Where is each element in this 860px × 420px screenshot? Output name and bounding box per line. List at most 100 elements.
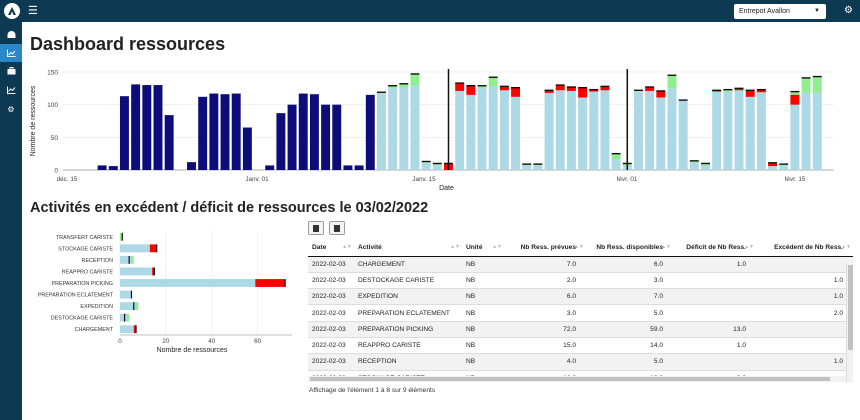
historic-bar	[97, 165, 107, 170]
historic-bar	[108, 166, 118, 170]
table-cell-excess	[756, 255, 853, 273]
scrollbar-thumb[interactable]	[310, 377, 830, 381]
table-cell-unit: NB	[462, 304, 504, 322]
warehouse-select[interactable]: Entrepot Avallon ▼	[734, 4, 826, 19]
table-cell-unit: NB	[462, 271, 504, 289]
available-bar	[120, 279, 256, 287]
line-chart-icon[interactable]	[0, 81, 22, 99]
table-cell-available: 5.0	[586, 353, 673, 371]
table-horizontal-scrollbar[interactable]	[308, 376, 846, 382]
table-row[interactable]: 2022-02-03 PREPARATION PICKING NB 72.0 59.0 1…	[308, 320, 853, 338]
historic-bar	[220, 94, 230, 170]
table-cell-available: 7.0	[586, 288, 673, 305]
historic-bar	[119, 96, 129, 170]
table-cell-unit: NB	[462, 353, 504, 371]
available-bar	[812, 92, 822, 170]
settings-gears-icon[interactable]: ⚙	[844, 5, 853, 16]
available-bar	[120, 290, 132, 299]
table-row[interactable]: 2022-02-03 RECEPTION NB 4.0 5.0 1.0	[308, 353, 853, 371]
menu-toggle-icon[interactable]: ☰	[28, 5, 38, 17]
historic-bar	[343, 165, 353, 170]
app-logo-icon[interactable]	[4, 3, 20, 19]
historic-bar	[276, 113, 286, 170]
historic-bar	[231, 93, 241, 170]
column-header-expected[interactable]: Nb Ress. prévues ▲▼	[504, 239, 586, 257]
table-row[interactable]: 2022-02-03 REAPPRO CARISTE NB 15.0 14.0 1.0	[308, 336, 853, 354]
x-axis-title: Nombre de ressources	[157, 347, 228, 354]
table-cell-excess: 1.0	[756, 353, 853, 371]
excess-bar	[611, 153, 621, 160]
table-cell-deficit	[673, 353, 756, 371]
available-bar	[611, 159, 621, 170]
column-header-unit[interactable]: Unité ▲▼	[462, 239, 504, 257]
available-bar	[745, 96, 755, 170]
table-cell-expected: 2.0	[504, 271, 586, 289]
scrollbar-thumb[interactable]	[848, 265, 853, 350]
column-header-label: Excédent de Nb Ress.	[774, 243, 843, 251]
chart-icon[interactable]	[0, 44, 22, 62]
available-bar	[589, 91, 599, 170]
column-header-available[interactable]: Nb Ress. disponibles ▲▼	[586, 239, 673, 257]
table-row[interactable]: 2022-02-03 PREPARATION ECLATEMENT NB 3.0 5.0…	[308, 304, 853, 322]
table-row[interactable]: 2022-02-03 CHARGEMENT NB 7.0 6.0 1.0	[308, 255, 853, 273]
gear-icon[interactable]: ⚙	[7, 104, 15, 114]
available-bar	[801, 92, 811, 170]
section-title: Activités en excédent / déficit de resso…	[30, 200, 429, 216]
table-cell-available: 3.0	[586, 271, 673, 289]
table-vertical-scrollbar[interactable]	[846, 263, 853, 383]
table-row[interactable]: 2022-02-03 EXPEDITION NB 6.0 7.0 1.0	[308, 288, 853, 305]
table-cell-unit: NB	[462, 336, 504, 354]
deficit-bar	[790, 94, 800, 105]
deficit-bar	[455, 83, 465, 91]
historic-bar	[242, 127, 252, 170]
category-label: CHARGEMENT	[75, 327, 114, 333]
x-tick-label: 60	[254, 338, 262, 345]
csv-export-button[interactable]	[329, 221, 345, 235]
table-cell-deficit	[673, 288, 756, 305]
column-header-deficit[interactable]: Déficit de Nb Ress. ▲▼	[673, 239, 756, 257]
column-header-excess[interactable]: Excédent de Nb Ress. ▲▼	[756, 239, 853, 257]
deficit-bar	[600, 86, 610, 91]
sort-icon: ▲▼	[744, 244, 754, 250]
x-tick-label: févr. 01	[617, 176, 638, 183]
available-bar	[499, 90, 509, 170]
table-row[interactable]: 2022-02-03 DESTOCKAGE CARISTE NB 2.0 3.0 1.0	[308, 271, 853, 289]
available-bar	[477, 88, 487, 170]
deficit-bar	[645, 87, 655, 91]
historic-bar	[265, 165, 275, 170]
available-bar	[432, 165, 442, 170]
available-bar	[120, 313, 127, 322]
historic-bar	[131, 84, 141, 170]
table-cell-available: 5.0	[586, 304, 673, 322]
table-cell-date: 2022-02-03	[308, 320, 354, 338]
table-cell-activity: PREPARATION PICKING	[354, 320, 462, 338]
table-cell-excess	[756, 336, 853, 354]
copy-button[interactable]	[308, 221, 324, 235]
column-header-label: Déficit de Nb Ress.	[686, 243, 746, 251]
briefcase-icon[interactable]	[0, 62, 22, 80]
table-cell-deficit: 1.0	[673, 255, 756, 273]
available-bar	[600, 90, 610, 170]
table-cell-activity: EXPEDITION	[354, 288, 462, 305]
available-bar	[511, 96, 521, 170]
activity-table-wrapper: Date ▲▼ Activité ▲▼ Unité ▲▼ Nb Ress. prévu…	[308, 239, 853, 383]
dashboard-icon[interactable]	[0, 26, 22, 44]
historic-bar	[164, 115, 174, 170]
available-bar	[421, 162, 431, 170]
available-bar	[466, 94, 476, 170]
deficit-bar	[578, 87, 588, 98]
excess-bar	[667, 75, 677, 89]
table-cell-expected: 7.0	[504, 255, 586, 273]
column-header-date[interactable]: Date ▲▼	[308, 239, 354, 257]
table-cell-deficit: 1.0	[673, 336, 756, 354]
table-cell-unit: NB	[462, 255, 504, 273]
column-header-activity[interactable]: Activité ▲▼	[354, 239, 462, 257]
table-cell-excess: 2.0	[756, 304, 853, 322]
available-bar	[399, 87, 409, 170]
x-tick-label: févr. 15	[785, 176, 806, 183]
historic-bar	[309, 94, 319, 170]
deficit-bar	[466, 85, 476, 95]
excess-bar	[701, 163, 710, 166]
x-tick-label: 40	[208, 338, 216, 345]
available-bar	[376, 92, 386, 170]
